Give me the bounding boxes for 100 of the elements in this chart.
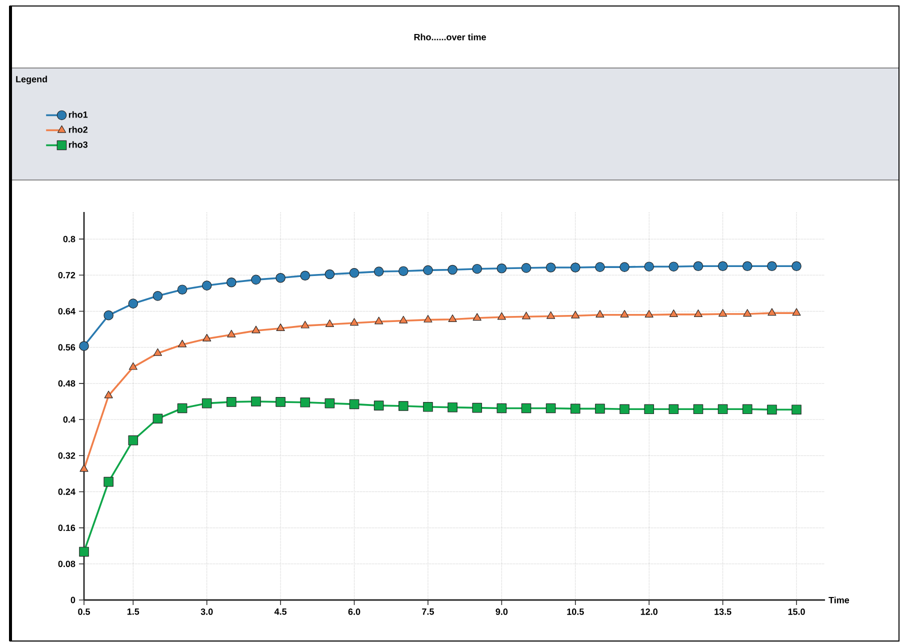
- point: [104, 390, 113, 398]
- point: [80, 464, 88, 472]
- y-tick-label: 0.32: [58, 452, 76, 459]
- point: [497, 312, 506, 320]
- point: [177, 403, 188, 414]
- y-tick-label: 0.24: [58, 488, 76, 495]
- y-tick-label: 0.72: [58, 272, 76, 278]
- x-tick-label: 0.5: [78, 608, 90, 615]
- point: [398, 401, 408, 411]
- point: [596, 310, 604, 318]
- point: [152, 291, 163, 301]
- point: [104, 310, 114, 320]
- point: [178, 340, 187, 348]
- y-tick-label: 0: [70, 596, 76, 604]
- point: [374, 266, 384, 276]
- point: [374, 316, 384, 324]
- point: [202, 334, 212, 342]
- point: [350, 318, 359, 326]
- point: [227, 330, 236, 338]
- legend-label: rho2: [68, 126, 88, 133]
- point: [668, 404, 679, 414]
- point: [767, 404, 777, 415]
- x-tick-label: 12.0: [640, 608, 658, 615]
- point: [128, 435, 138, 446]
- point: [300, 320, 310, 328]
- point: [448, 314, 457, 322]
- x-tick-label: 9.0: [496, 608, 508, 615]
- point: [768, 308, 776, 316]
- point: [202, 398, 212, 408]
- point: [620, 310, 629, 318]
- point: [694, 310, 703, 318]
- point: [570, 262, 580, 272]
- point: [300, 270, 310, 281]
- point: [423, 265, 433, 276]
- point: [423, 402, 433, 412]
- point: [742, 404, 752, 414]
- point: [570, 404, 580, 414]
- x-tick-label: 13.5: [714, 608, 732, 615]
- point: [128, 362, 138, 370]
- point: [252, 326, 260, 334]
- point: [349, 268, 360, 278]
- y-tick-label: 0.08: [58, 560, 76, 568]
- point: [546, 262, 556, 272]
- point: [177, 284, 188, 294]
- point: [472, 264, 482, 274]
- point: [620, 262, 630, 272]
- point: [226, 277, 236, 288]
- point: [522, 312, 531, 320]
- legend-label: rho3: [68, 141, 88, 148]
- legend-label: rho1: [68, 111, 88, 118]
- x-tick-label: 1.5: [127, 608, 140, 615]
- point: [324, 398, 335, 408]
- point: [104, 476, 114, 487]
- point: [792, 308, 801, 316]
- point: [718, 404, 728, 414]
- point: [472, 402, 482, 413]
- point: [718, 309, 728, 317]
- point: [276, 397, 286, 407]
- point: [546, 311, 556, 319]
- x-tick-label: 3.0: [200, 608, 213, 615]
- point: [693, 404, 704, 414]
- point: [128, 298, 138, 308]
- point: [424, 314, 432, 322]
- point: [398, 266, 408, 276]
- x-axis-title: Time: [828, 596, 850, 604]
- x-tick-label: 15.0: [788, 608, 805, 615]
- point: [595, 262, 605, 272]
- point: [668, 262, 679, 272]
- point: [521, 403, 532, 414]
- point: [349, 399, 360, 410]
- point: [595, 404, 605, 414]
- point: [448, 402, 458, 412]
- point: [571, 310, 580, 318]
- point: [792, 261, 802, 272]
- point: [669, 310, 678, 318]
- point: [718, 261, 728, 272]
- point: [300, 397, 310, 408]
- point: [546, 403, 556, 414]
- x-tick-label: 10.5: [567, 608, 584, 615]
- point: [153, 348, 162, 356]
- point: [448, 264, 458, 275]
- point: [644, 404, 654, 414]
- x-tick-label: 4.5: [274, 608, 287, 615]
- point: [276, 324, 285, 331]
- point: [325, 319, 334, 327]
- point: [767, 261, 777, 272]
- point: [693, 261, 704, 272]
- y-tick-label: 0.8: [63, 236, 76, 242]
- point: [644, 262, 654, 272]
- point: [79, 341, 89, 351]
- point: [644, 310, 654, 318]
- y-tick-label: 0.4: [63, 416, 76, 423]
- point: [324, 269, 335, 280]
- legend-title: Legend: [16, 76, 47, 84]
- point: [399, 316, 408, 324]
- point: [226, 397, 236, 407]
- y-tick-label: 0.56: [58, 344, 76, 351]
- point: [472, 313, 482, 321]
- y-tick-label: 0.48: [58, 380, 76, 387]
- x-tick-label: 6.0: [348, 608, 360, 615]
